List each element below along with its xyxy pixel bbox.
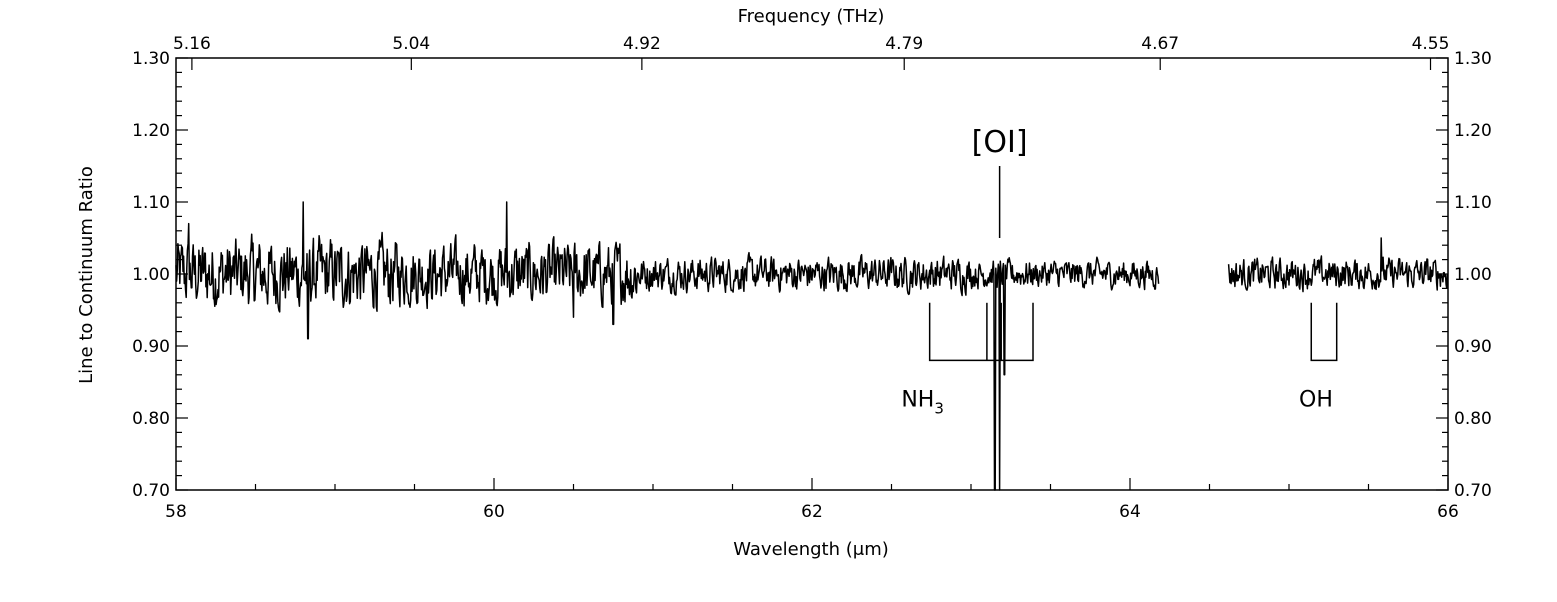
y-tick-label-right: 0.70 [1454, 481, 1492, 501]
y-tick-label-left: 1.00 [132, 265, 170, 285]
spectrum-series [175, 201, 1449, 491]
x2-tick-label: 4.79 [885, 34, 923, 54]
nh3-label: NH3 [901, 387, 944, 417]
x2-tick-label: 4.67 [1141, 34, 1179, 54]
x-tick-label: 64 [1119, 502, 1141, 522]
x2-tick-label: 4.92 [623, 34, 661, 54]
oi-label: [OI] [972, 125, 1028, 160]
y-tick-label-left: 0.70 [132, 481, 170, 501]
oh-label: OH [1299, 387, 1333, 412]
y-tick-label-right: 1.00 [1454, 265, 1492, 285]
y-tick-label-right: 1.30 [1454, 49, 1492, 69]
x-axis-title: Wavelength (μm) [733, 539, 889, 560]
annotations: [OI] NH3 OH [901, 125, 1338, 417]
x2-axis-title: Frequency (THz) [738, 6, 885, 27]
x2-tick-label: 4.55 [1412, 34, 1450, 54]
y-tick-label-left: 1.30 [132, 49, 170, 69]
y-axis-title: Line to Continuum Ratio [76, 166, 97, 384]
x-tick-label: 60 [483, 502, 505, 522]
spectrum-line [175, 201, 1160, 491]
x-tick-label: 66 [1437, 502, 1459, 522]
x2-tick-label: 5.04 [392, 34, 430, 54]
y-tick-label-right: 0.80 [1454, 409, 1492, 429]
axis-ticks: 58 60 62 64 66 5.16 5.04 4.92 4.79 4.67 4.55 0.70 0.… [132, 34, 1492, 522]
nh3-label-subscript: 3 [934, 399, 944, 417]
x-tick-label: 62 [801, 502, 823, 522]
y-tick-label-left: 1.20 [132, 121, 170, 141]
x-tick-label: 58 [165, 502, 187, 522]
spectrum-line [1227, 237, 1449, 293]
x2-tick-label: 5.16 [173, 34, 211, 54]
y-tick-label-left: 0.90 [132, 337, 170, 357]
nh3-bracket [928, 302, 1034, 362]
y-tick-label-right: 1.20 [1454, 121, 1492, 141]
oh-bracket [1310, 302, 1338, 362]
y-tick-label-left: 1.10 [132, 193, 170, 213]
y-tick-label-right: 1.10 [1454, 193, 1492, 213]
y-tick-label-right: 0.90 [1454, 337, 1492, 357]
y-tick-label-left: 0.80 [132, 409, 170, 429]
